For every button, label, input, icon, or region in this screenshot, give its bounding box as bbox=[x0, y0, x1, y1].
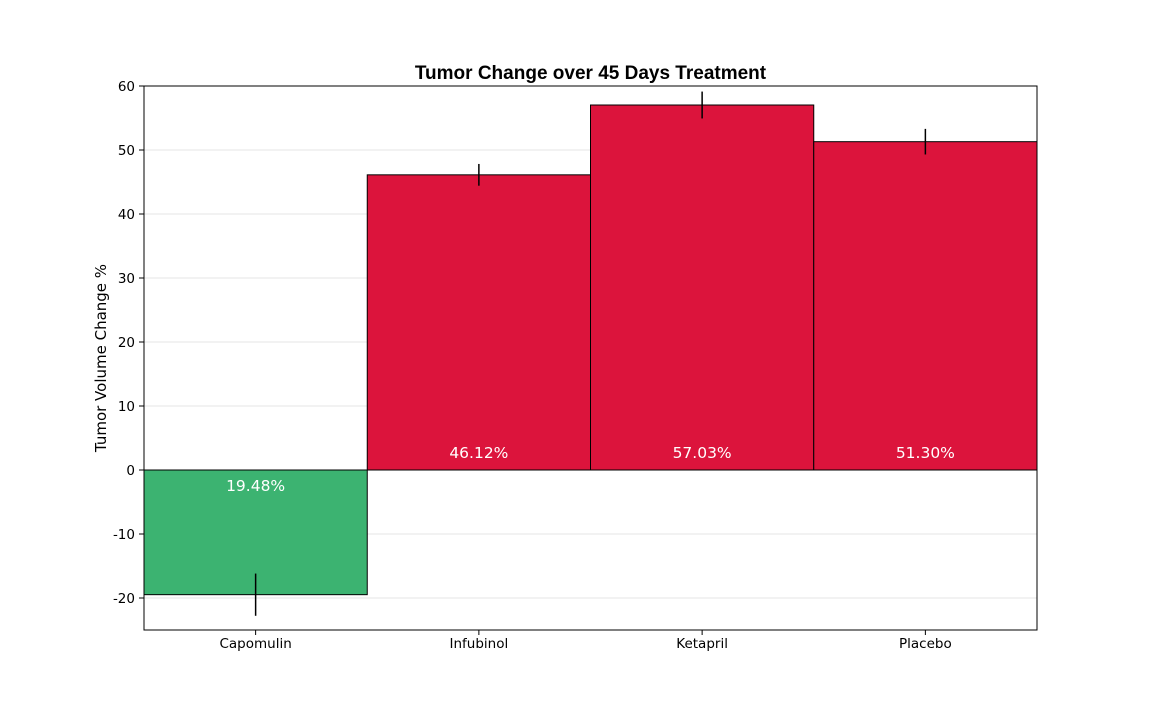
bar-ketapril bbox=[590, 104, 815, 471]
x-tick-label: Capomulin bbox=[219, 636, 291, 652]
x-tick-label: Placebo bbox=[899, 636, 952, 652]
y-tick-label: 0 bbox=[126, 463, 135, 479]
y-axis: -20 -10 0 10 20 30 40 50 60 bbox=[113, 79, 144, 607]
y-tick-label: -20 bbox=[113, 591, 135, 607]
y-tick-label: 30 bbox=[118, 271, 135, 287]
plot-frame bbox=[143, 85, 1038, 631]
data-label-placebo: 51.30% bbox=[896, 444, 955, 462]
y-tick-label: 20 bbox=[118, 335, 135, 351]
data-labels: 19.48% 46.12% 57.03% 51.30% bbox=[226, 444, 955, 495]
y-tick-label: -10 bbox=[113, 527, 135, 543]
y-tick-label: 60 bbox=[118, 79, 135, 95]
bar-placebo bbox=[813, 141, 1038, 471]
data-label-ketapril: 57.03% bbox=[673, 444, 732, 462]
chart-title: Tumor Change over 45 Days Treatment bbox=[415, 63, 767, 84]
data-label-infubinol: 46.12% bbox=[449, 444, 508, 462]
bar-infubinol bbox=[366, 174, 591, 471]
y-tick-label: 40 bbox=[118, 207, 135, 223]
bars bbox=[143, 104, 1038, 596]
x-tick-label: Infubinol bbox=[450, 636, 509, 652]
error-bars bbox=[254, 91, 927, 616]
x-tick-label: Ketapril bbox=[676, 636, 728, 652]
y-axis-label: Tumor Volume Change % bbox=[92, 264, 110, 453]
x-axis: Capomulin Infubinol Ketapril Placebo bbox=[219, 630, 952, 652]
data-label-capomulin: 19.48% bbox=[226, 477, 285, 495]
y-tick-label: 50 bbox=[118, 143, 135, 159]
y-tick-label: 10 bbox=[118, 399, 135, 415]
